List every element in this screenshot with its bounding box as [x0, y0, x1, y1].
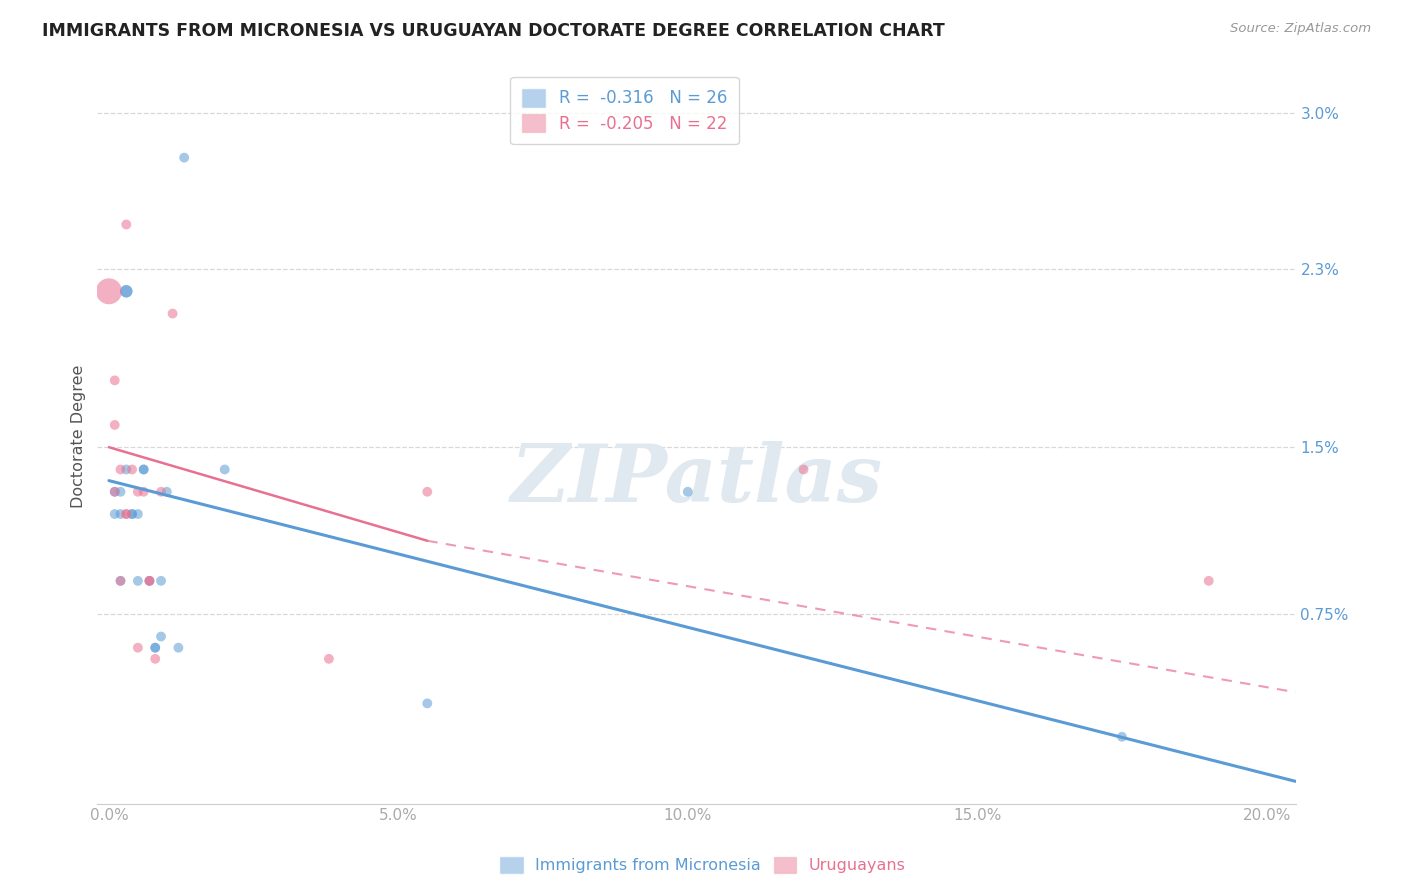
Point: [104, 373, 127, 387]
Point: [138, 574, 160, 588]
Point: [127, 484, 149, 499]
Legend: R =  -0.316   N = 26, R =  -0.205   N = 22: R = -0.316 N = 26, R = -0.205 N = 22: [510, 77, 738, 145]
Point: [416, 697, 439, 711]
Point: [104, 507, 127, 521]
Point: [156, 484, 179, 499]
Point: [110, 574, 132, 588]
Point: [1198, 574, 1220, 588]
Point: [162, 307, 184, 321]
Point: [143, 640, 166, 655]
Point: [97, 285, 120, 299]
Y-axis label: Doctorate Degree: Doctorate Degree: [72, 364, 86, 508]
Point: [121, 507, 143, 521]
Point: [127, 640, 149, 655]
Point: [115, 285, 138, 299]
Point: [110, 574, 132, 588]
Text: Source: ZipAtlas.com: Source: ZipAtlas.com: [1230, 22, 1371, 36]
Point: [127, 574, 149, 588]
Point: [173, 151, 195, 165]
Point: [110, 484, 132, 499]
Point: [104, 484, 127, 499]
Point: [104, 417, 127, 432]
Point: [121, 462, 143, 476]
Point: [104, 484, 127, 499]
Point: [127, 507, 149, 521]
Text: IMMIGRANTS FROM MICRONESIA VS URUGUAYAN DOCTORATE DEGREE CORRELATION CHART: IMMIGRANTS FROM MICRONESIA VS URUGUAYAN …: [42, 22, 945, 40]
Point: [132, 462, 155, 476]
Point: [115, 462, 138, 476]
Point: [143, 640, 166, 655]
Point: [150, 574, 173, 588]
Point: [115, 218, 138, 232]
Point: [132, 462, 155, 476]
Point: [318, 652, 340, 666]
Point: [121, 507, 143, 521]
Point: [138, 574, 160, 588]
Point: [214, 462, 236, 476]
Point: [143, 652, 166, 666]
Point: [150, 484, 173, 499]
Point: [115, 507, 138, 521]
Point: [167, 640, 190, 655]
Point: [115, 285, 138, 299]
Point: [115, 507, 138, 521]
Point: [150, 630, 173, 644]
Point: [110, 462, 132, 476]
Point: [110, 507, 132, 521]
Point: [416, 484, 439, 499]
Point: [676, 484, 699, 499]
Point: [1111, 730, 1133, 744]
Text: ZIPatlas: ZIPatlas: [510, 442, 883, 519]
Legend: Immigrants from Micronesia, Uruguayans: Immigrants from Micronesia, Uruguayans: [494, 850, 912, 880]
Point: [138, 574, 160, 588]
Point: [132, 484, 155, 499]
Point: [793, 462, 815, 476]
